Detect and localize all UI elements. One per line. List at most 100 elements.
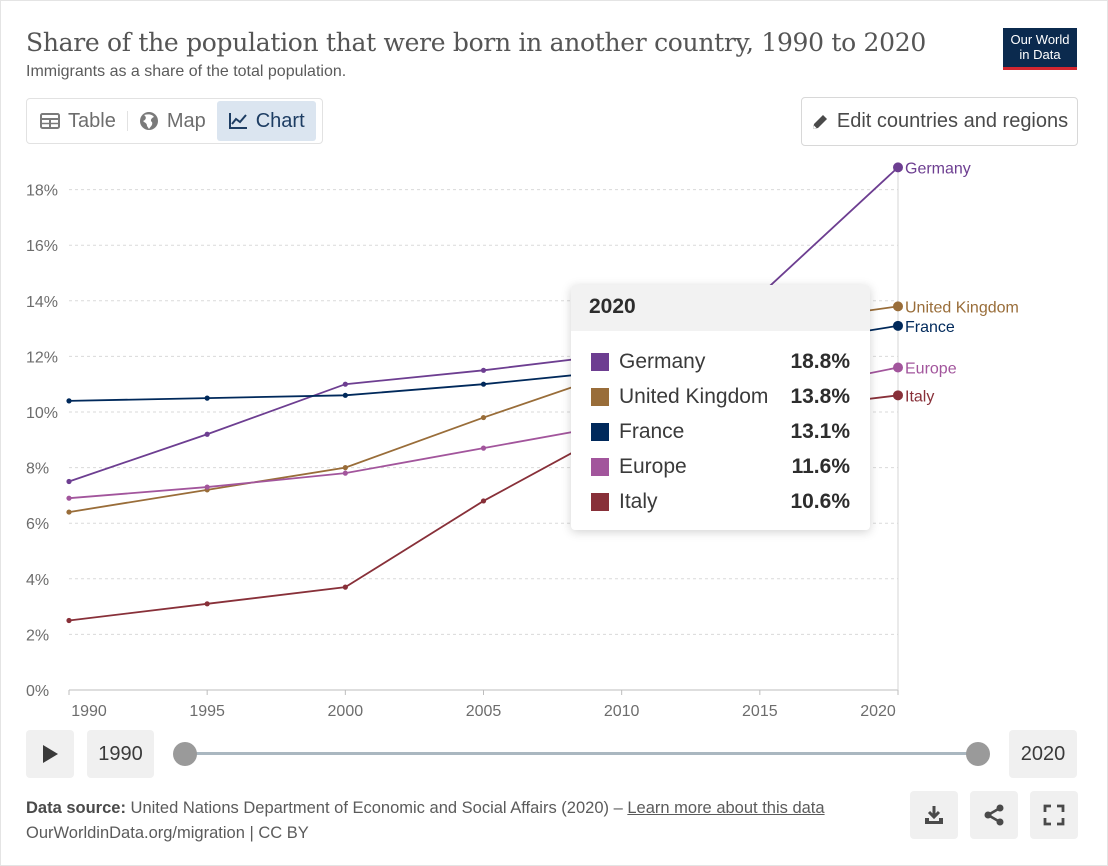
download-icon [925,806,943,824]
x-axis: 1990 1995 2000 2005 2010 2015 2020 [68,690,899,720]
fullscreen-button[interactable] [1030,791,1078,839]
chart-footer: Data source: United Nations Department o… [26,796,825,846]
data-point [342,381,348,387]
tooltip-series-name: Italy [619,490,658,513]
tooltip-row: Italy 10.6% [591,487,850,517]
tooltip-swatch [591,388,609,406]
data-point [480,367,487,373]
data-point [66,478,72,485]
owid-logo[interactable]: Our World in Data [1003,28,1077,70]
tooltip-value: 11.6% [791,455,850,478]
source-line: Data source: United Nations Department o… [26,796,825,821]
tooltip-value: 18.8% [790,350,850,373]
table-icon [40,113,60,129]
chart-subtitle: Immigrants as a share of the total popul… [26,63,347,80]
tooltip-value: 13.1% [790,420,850,443]
license-line[interactable]: OurWorldinData.org/migration | CC BY [26,824,309,842]
data-point [204,484,210,490]
y-tick-label: 10% [26,405,58,422]
hover-tooltip: 2020 Germany 18.8% United Kingdom 13.8% Fran… [571,285,870,530]
timeline-start-handle[interactable] [173,742,197,766]
tab-divider [126,111,128,131]
tooltip-row: Germany 18.8% [591,347,850,377]
data-point [480,498,487,504]
x-tick-label: 2010 [604,703,640,720]
y-tick-label: 4% [26,572,49,589]
y-tick-label: 0% [26,683,49,700]
y-tick-label: 12% [26,349,58,366]
tooltip-swatch [591,493,609,511]
share-button[interactable] [970,791,1018,839]
tab-map-label: Map [166,109,206,132]
line-chart: 0% 2% 4% 6% 8% 10% 12% 14% 16% 18% 1990 1995 2000 20… [26,160,1019,720]
data-point [204,431,210,437]
x-tick-label: 2020 [860,703,896,720]
chart-title: Share of the population that were born i… [26,28,926,57]
data-point [893,390,903,401]
tooltip-year: 2020 [571,285,870,331]
tab-chart[interactable]: Chart [216,101,316,141]
y-tick-label: 2% [26,627,49,644]
tooltip-swatch [591,353,609,371]
source-text: United Nations Department of Economic an… [130,799,623,817]
play-button[interactable] [26,730,74,778]
series-label: Italy [905,388,934,405]
data-point [893,362,903,373]
fullscreen-icon [1043,804,1065,826]
data-point [66,495,72,501]
start-year-box[interactable]: 1990 [87,730,154,778]
data-point [342,584,348,590]
y-tick-label: 8% [26,461,49,478]
series-labels: Germany United Kingdom France Europe Italy [905,160,1019,405]
data-point [480,445,487,451]
data-point [66,398,72,404]
x-tick-label: 2000 [328,703,364,720]
y-tick-label: 6% [26,516,49,533]
y-axis: 0% 2% 4% 6% 8% 10% 12% 14% 16% 18% [26,183,58,700]
end-year-box[interactable]: 2020 [1009,730,1077,778]
x-tick-label: 2005 [466,703,502,720]
tooltip-swatch [591,458,609,476]
tab-table-label: Table [68,109,116,132]
line-chart-icon [228,113,247,129]
tab-chart-label: Chart [255,109,305,132]
tooltip-series-name: France [619,420,685,443]
x-tick-label: 2015 [742,703,778,720]
edit-countries-button[interactable]: Edit countries and regions [801,97,1078,146]
data-point [204,395,210,401]
data-point [342,465,348,471]
view-tabs: Table Map Chart [26,98,323,144]
data-point [342,392,348,398]
data-point [342,470,348,476]
y-tick-label: 18% [26,183,58,200]
data-point [893,320,903,331]
tooltip-row: Europe 11.6% [591,452,850,482]
tooltip-row: France 13.1% [591,417,850,447]
timeline-end-handle[interactable] [966,742,990,766]
tooltip-row: United Kingdom 13.8% [591,382,850,412]
series-label: Europe [905,361,957,378]
learn-more-link[interactable]: Learn more about this data [627,799,825,817]
x-tick-label: 1990 [71,703,107,720]
tab-table[interactable]: Table [29,101,127,141]
tab-map[interactable]: Map [128,101,217,141]
data-point [66,509,72,515]
pencil-icon [812,114,827,129]
tooltip-swatch [591,423,609,441]
share-icon [984,804,1004,826]
series-label: Germany [905,160,971,177]
globe-icon [139,112,158,130]
tooltip-series-name: Germany [619,350,706,373]
data-point [893,162,903,173]
play-icon [43,745,58,763]
data-point [893,301,903,312]
data-point [480,381,487,387]
timeline-track[interactable] [185,752,977,755]
series-label: France [905,319,955,336]
download-button[interactable] [910,791,958,839]
tooltip-series-name: Europe [619,455,687,478]
y-tick-label: 14% [26,294,58,311]
tooltip-value: 10.6% [790,490,850,513]
source-label: Data source: [26,799,126,817]
edit-countries-label: Edit countries and regions [836,110,1069,132]
